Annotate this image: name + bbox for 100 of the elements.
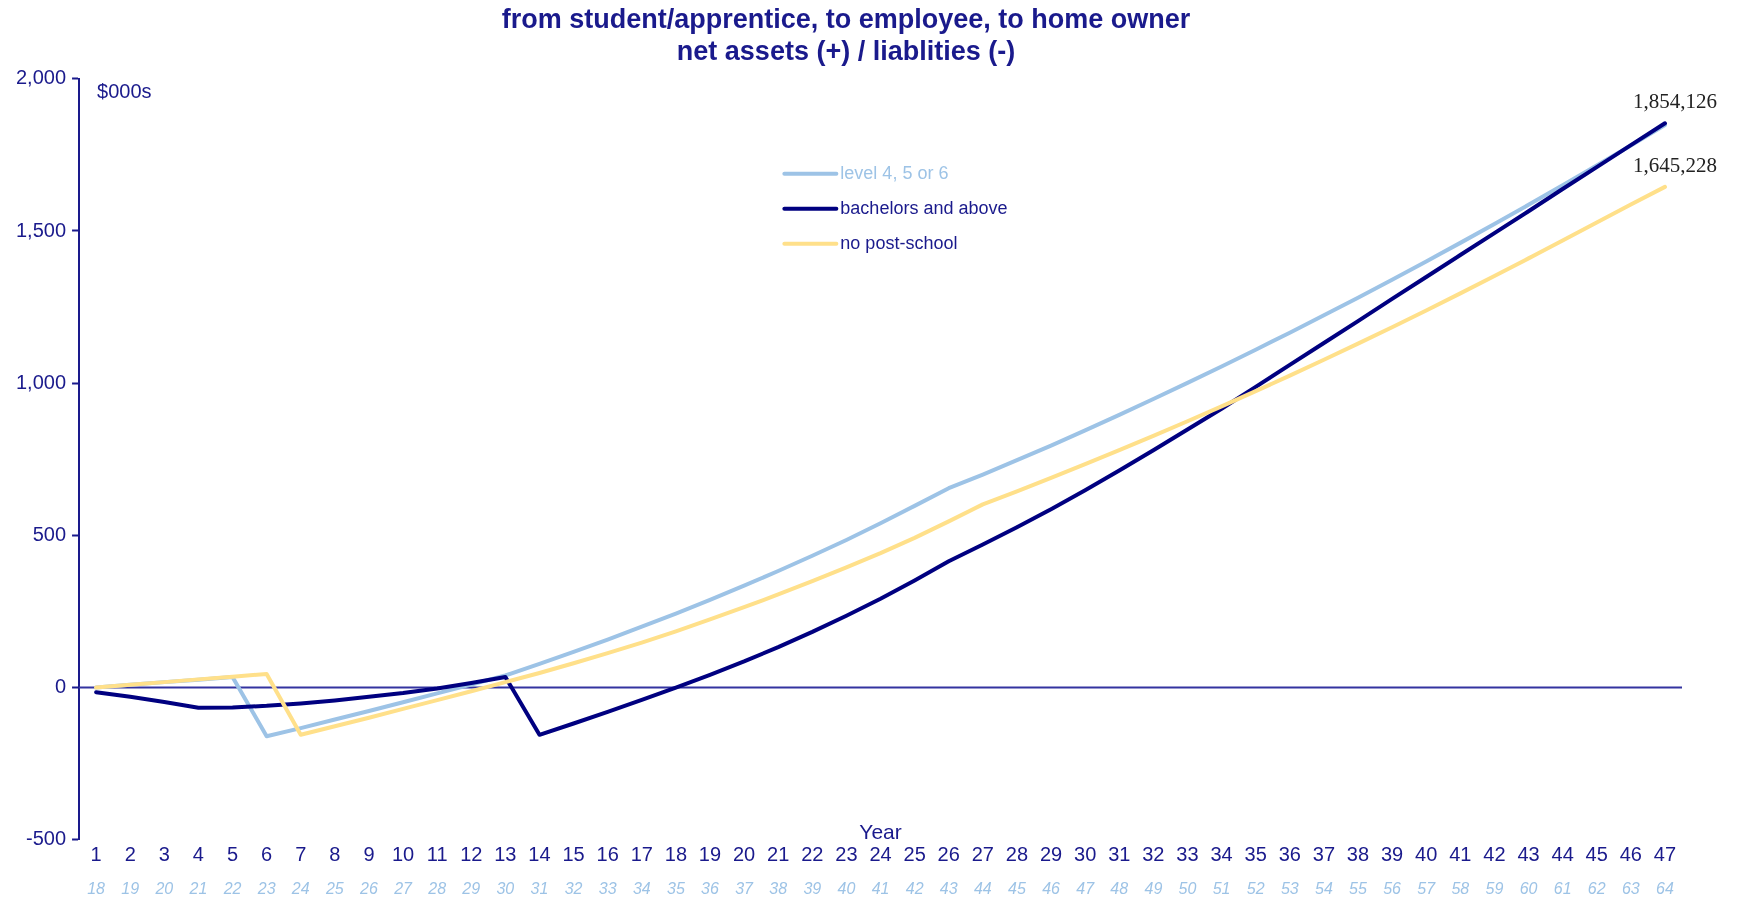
x2-tick-label: 51 <box>1212 879 1231 897</box>
x2-tick-label: 64 <box>1656 879 1674 897</box>
x-tick-label: 3 <box>158 843 170 866</box>
x2-tick-label: 37 <box>735 879 755 897</box>
x-tick-label: 6 <box>261 843 273 866</box>
x2-tick-label: 45 <box>1008 879 1026 897</box>
x-tick-label: 17 <box>630 843 653 866</box>
x-tick-label: 2 <box>124 843 136 866</box>
x2-tick-label: 39 <box>803 879 822 897</box>
x2-tick-label: 60 <box>1519 879 1538 897</box>
x2-tick-label: 34 <box>632 879 651 897</box>
x2-tick-label: 18 <box>87 879 106 897</box>
x-tick-label: 23 <box>835 843 858 866</box>
x-tick-label: 30 <box>1074 843 1097 866</box>
x-tick-label: 45 <box>1585 843 1608 866</box>
y-tick-label: 1,500 <box>15 218 67 241</box>
x-tick-label: 34 <box>1210 843 1233 866</box>
x-tick-label: 43 <box>1517 843 1540 866</box>
y-tick-label: 1,000 <box>15 370 67 393</box>
x-tick-label: 10 <box>391 843 415 866</box>
x2-tick-label: 56 <box>1383 879 1402 897</box>
x-tick-label: 33 <box>1176 843 1199 866</box>
x2-tick-label: 27 <box>393 879 414 897</box>
x-tick-label: 41 <box>1449 843 1472 866</box>
x2-tick-label: 48 <box>1110 879 1129 897</box>
x2-tick-label: 25 <box>324 879 344 897</box>
x2-tick-label: 43 <box>939 879 958 897</box>
x-tick-label: 21 <box>767 843 790 866</box>
legend-label: no post-school <box>840 232 958 253</box>
x2-tick-label: 24 <box>290 879 310 897</box>
x-tick-label: 14 <box>528 843 551 866</box>
x2-tick-label: 35 <box>666 879 685 897</box>
x-tick-label: 28 <box>1005 843 1029 866</box>
x2-tick-label: 20 <box>154 879 174 897</box>
x-tick-label: 46 <box>1619 843 1642 866</box>
x-tick-label: 11 <box>426 843 448 866</box>
x-tick-label: 37 <box>1312 843 1336 866</box>
x-axis-title: Year <box>859 820 902 844</box>
x2-tick-label: 33 <box>598 879 617 897</box>
y-tick-label: 0 <box>54 675 67 698</box>
x-tick-label: 1 <box>90 843 102 866</box>
x-tick-label: 15 <box>562 843 585 866</box>
x2-tick-label: 61 <box>1553 879 1572 897</box>
x-tick-label: 18 <box>664 843 688 866</box>
y-tick-label: 500 <box>32 522 67 545</box>
x2-tick-label: 58 <box>1451 879 1470 897</box>
x-tick-label: 38 <box>1346 843 1370 866</box>
x2-tick-label: 62 <box>1587 879 1606 897</box>
x2-tick-label: 36 <box>701 879 719 897</box>
x2-tick-label: 53 <box>1280 879 1299 897</box>
x2-tick-label: 38 <box>769 879 788 897</box>
x-tick-label: 39 <box>1380 843 1404 866</box>
x2-tick-label: 40 <box>837 879 856 897</box>
y-axis-title: $000s <box>97 80 152 103</box>
x2-tick-label: 32 <box>564 879 583 897</box>
x-tick-label: 5 <box>226 843 239 866</box>
x-tick-label: 19 <box>698 843 722 866</box>
x-tick-label: 12 <box>460 843 483 866</box>
x-tick-label: 44 <box>1551 843 1574 866</box>
x2-tick-label: 41 <box>871 879 890 897</box>
x-tick-label: 25 <box>903 843 926 866</box>
x-tick-label: 42 <box>1483 843 1506 866</box>
x2-tick-label: 22 <box>222 879 242 897</box>
x2-tick-label: 54 <box>1315 879 1333 897</box>
x-tick-label: 32 <box>1142 843 1165 866</box>
x2-tick-label: 55 <box>1349 879 1367 897</box>
chart-title: from student/apprentice, to employee, to home owner <box>501 3 1191 34</box>
chart-subtitle: net assets (+) / liablities (-) <box>676 36 1016 67</box>
x-tick-label: 7 <box>295 843 307 866</box>
y-tick-label: -500 <box>26 827 67 850</box>
x-tick-label: 16 <box>596 843 619 866</box>
x-tick-label: 36 <box>1278 843 1301 866</box>
x-tick-label: 27 <box>971 843 994 866</box>
x-tick-label: 29 <box>1039 843 1063 866</box>
x-tick-label: 26 <box>937 843 960 866</box>
x-tick-label: 4 <box>192 843 204 866</box>
x-tick-label: 9 <box>363 843 375 866</box>
x2-tick-label: 50 <box>1178 879 1197 897</box>
x2-tick-label: 47 <box>1076 879 1096 897</box>
annotation: 1,645,228 <box>1632 152 1717 177</box>
y-tick-label: 2,000 <box>15 66 67 89</box>
x2-tick-label: 31 <box>530 879 549 897</box>
x-tick-label: 35 <box>1244 843 1267 866</box>
x-tick-label: 22 <box>801 843 824 866</box>
x2-tick-label: 19 <box>121 879 140 897</box>
x-tick-label: 40 <box>1415 843 1438 866</box>
x-tick-label: 8 <box>329 843 341 866</box>
x2-tick-label: 28 <box>427 879 447 897</box>
legend-label: bachelors and above <box>840 197 1008 218</box>
x2-tick-label: 29 <box>461 879 481 897</box>
x2-tick-label: 63 <box>1621 879 1640 897</box>
x2-tick-label: 44 <box>973 879 992 897</box>
x2-tick-label: 23 <box>256 879 276 897</box>
annotation: 1,854,126 <box>1632 89 1717 114</box>
x2-tick-label: 49 <box>1144 879 1163 897</box>
x-tick-label: 24 <box>869 843 892 866</box>
x-tick-label: 13 <box>494 843 517 866</box>
x2-tick-label: 57 <box>1417 879 1437 897</box>
x2-tick-label: 30 <box>496 879 515 897</box>
x-tick-label: 20 <box>732 843 756 866</box>
